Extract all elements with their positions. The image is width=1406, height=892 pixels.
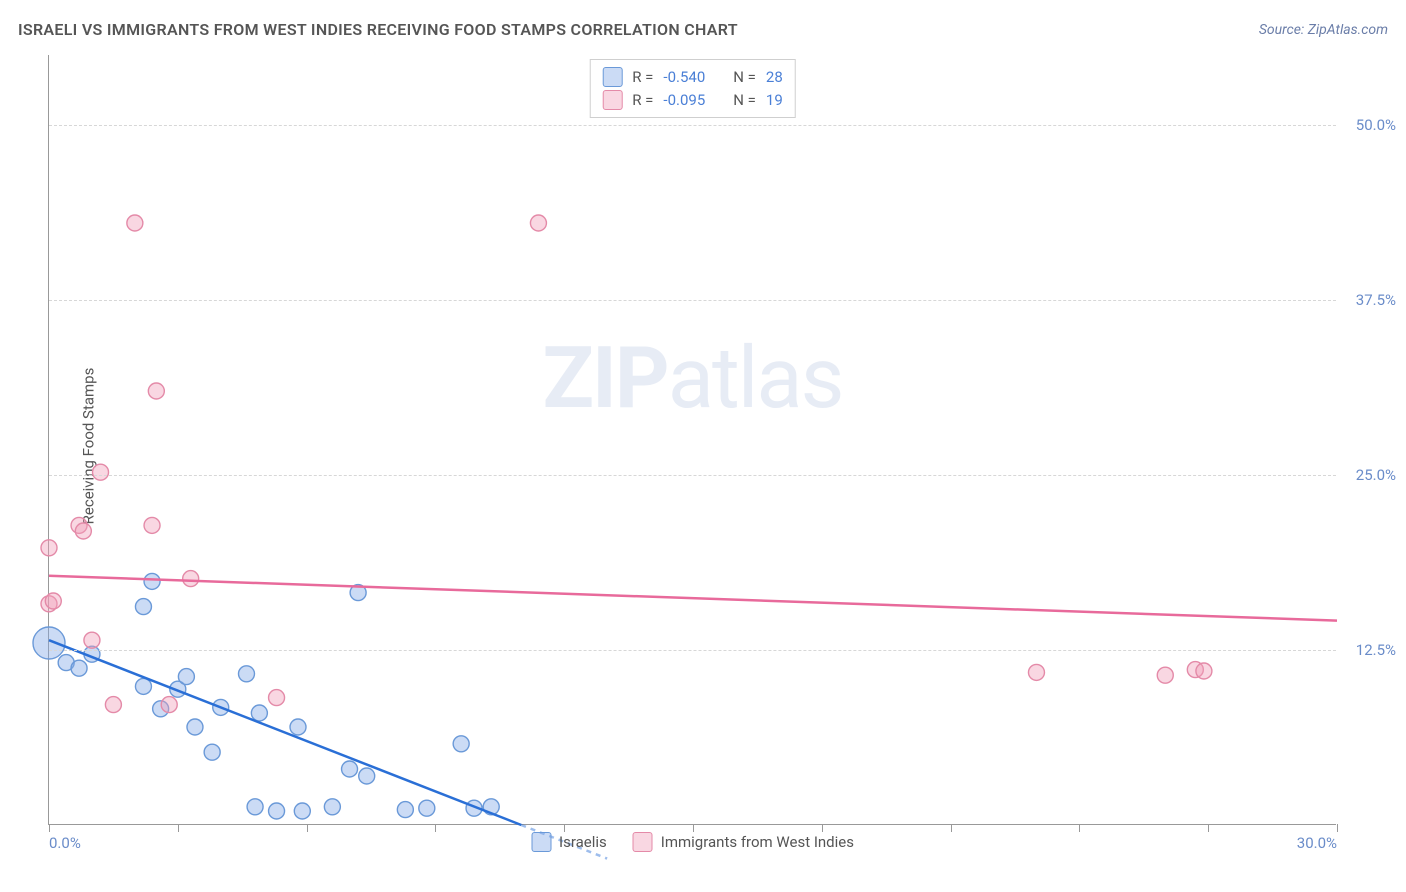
data-point — [342, 761, 358, 777]
x-tick-label: 0.0% — [49, 834, 81, 852]
x-tick — [564, 824, 565, 832]
x-tick — [1208, 824, 1209, 832]
y-tick-label: 12.5% — [1356, 641, 1396, 659]
data-point — [148, 383, 164, 399]
data-point — [135, 678, 151, 694]
data-point — [204, 744, 220, 760]
data-point — [1157, 667, 1173, 683]
legend-label-israelis: Israelis — [559, 833, 607, 851]
n-value-israelis: 28 — [766, 66, 783, 89]
data-point — [187, 719, 203, 735]
chart-svg — [49, 55, 1337, 825]
data-point — [530, 215, 546, 231]
data-point — [45, 593, 61, 609]
data-point — [135, 599, 151, 615]
data-point — [247, 799, 263, 815]
legend-item-israelis: Israelis — [531, 832, 607, 852]
x-tick — [49, 824, 50, 832]
data-point — [453, 736, 469, 752]
source-attribution: Source: ZipAtlas.com — [1259, 22, 1388, 38]
swatch-westindies — [602, 90, 622, 110]
data-point — [161, 697, 177, 713]
legend-label-westindies: Immigrants from West Indies — [661, 833, 854, 851]
data-point — [144, 573, 160, 589]
data-point — [1196, 663, 1212, 679]
swatch-israelis-icon — [531, 832, 551, 852]
chart-plot-area: ZIPatlas R = -0.540 N = 28 R = -0.095 N … — [48, 55, 1336, 825]
r-value-westindies: -0.095 — [663, 89, 705, 112]
data-point — [269, 690, 285, 706]
x-tick — [951, 824, 952, 832]
correlation-row-israelis: R = -0.540 N = 28 — [602, 66, 783, 89]
data-point — [75, 523, 91, 539]
x-tick — [435, 824, 436, 832]
y-tick-label: 25.0% — [1356, 466, 1396, 484]
correlation-row-westindies: R = -0.095 N = 19 — [602, 89, 783, 112]
gridline-h — [49, 125, 1336, 126]
x-tick — [1079, 824, 1080, 832]
swatch-westindies-icon — [633, 832, 653, 852]
data-point — [251, 705, 267, 721]
r-label: R = — [632, 66, 653, 89]
y-tick-label: 50.0% — [1356, 116, 1396, 134]
data-point — [290, 719, 306, 735]
x-tick — [178, 824, 179, 832]
correlation-legend: R = -0.540 N = 28 R = -0.095 N = 19 — [589, 59, 796, 118]
data-point — [419, 800, 435, 816]
gridline-h — [49, 300, 1336, 301]
legend-item-westindies: Immigrants from West Indies — [633, 832, 854, 852]
data-point — [269, 803, 285, 819]
swatch-israelis — [602, 67, 622, 87]
data-point — [41, 540, 57, 556]
header: ISRAELI VS IMMIGRANTS FROM WEST INDIES R… — [18, 20, 1388, 39]
gridline-h — [49, 650, 1336, 651]
n-label: N = — [733, 89, 756, 112]
data-point — [359, 768, 375, 784]
series-legend: Israelis Immigrants from West Indies — [531, 832, 854, 852]
data-point — [238, 666, 254, 682]
x-tick — [1337, 824, 1338, 832]
n-label: N = — [733, 66, 756, 89]
chart-title: ISRAELI VS IMMIGRANTS FROM WEST INDIES R… — [18, 20, 738, 39]
data-point — [105, 697, 121, 713]
r-value-israelis: -0.540 — [663, 66, 705, 89]
data-point — [1028, 664, 1044, 680]
regression-line — [49, 640, 521, 825]
y-tick-label: 37.5% — [1356, 291, 1396, 309]
data-point — [84, 632, 100, 648]
data-point — [33, 627, 65, 659]
x-tick — [693, 824, 694, 832]
data-point — [294, 803, 310, 819]
data-point — [144, 517, 160, 533]
data-point — [93, 464, 109, 480]
data-point — [324, 799, 340, 815]
x-tick — [822, 824, 823, 832]
regression-line — [49, 576, 1337, 621]
x-tick — [307, 824, 308, 832]
data-point — [178, 669, 194, 685]
n-value-westindies: 19 — [766, 89, 783, 112]
r-label: R = — [632, 89, 653, 112]
x-tick-label: 30.0% — [1297, 834, 1337, 852]
data-point — [183, 571, 199, 587]
data-point — [127, 215, 143, 231]
gridline-h — [49, 475, 1336, 476]
data-point — [397, 802, 413, 818]
data-point — [71, 660, 87, 676]
